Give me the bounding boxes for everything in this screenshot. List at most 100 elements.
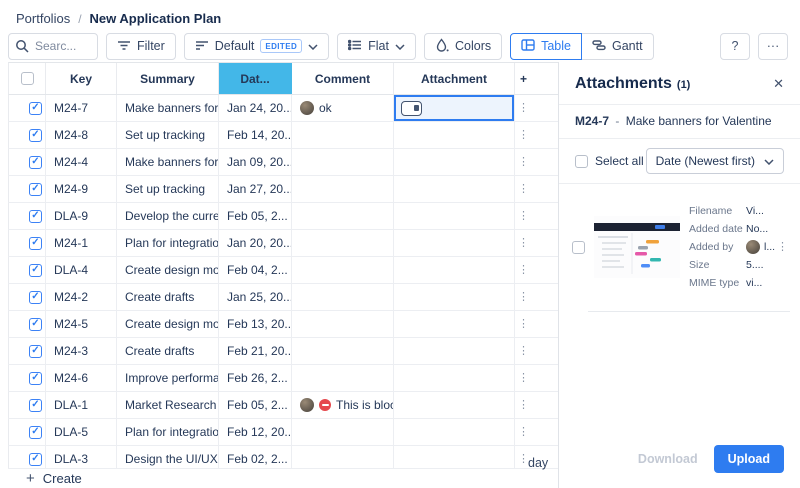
header-checkbox[interactable] bbox=[20, 72, 34, 85]
key-cell[interactable]: M24-1 bbox=[46, 230, 117, 256]
row-checkbox[interactable] bbox=[29, 209, 42, 223]
comment-cell[interactable] bbox=[292, 446, 394, 468]
comment-cell[interactable] bbox=[292, 122, 394, 148]
summary-cell[interactable]: Market Research &... bbox=[117, 392, 219, 418]
summary-cell[interactable]: Design the UI/UX w... bbox=[117, 446, 219, 468]
row-checkbox[interactable] bbox=[29, 425, 42, 439]
attachment-cell[interactable] bbox=[394, 284, 515, 310]
create-task-button[interactable]: + Create bbox=[8, 468, 558, 488]
key-cell[interactable]: M24-4 bbox=[46, 149, 117, 175]
key-cell[interactable]: M24-8 bbox=[46, 122, 117, 148]
attachment-cell[interactable] bbox=[394, 311, 515, 337]
summary-cell[interactable]: Make banners for V... bbox=[117, 149, 219, 175]
row-checkbox[interactable] bbox=[29, 128, 42, 142]
row-menu-kebab[interactable]: ⋮ bbox=[518, 182, 529, 195]
summary-cell[interactable]: Create drafts bbox=[117, 338, 219, 364]
key-cell[interactable]: M24-2 bbox=[46, 284, 117, 310]
select-all-checkbox[interactable] bbox=[575, 154, 588, 168]
comment-cell[interactable] bbox=[292, 311, 394, 337]
summary-cell[interactable]: Make banners for V... bbox=[117, 95, 219, 121]
filter-button[interactable]: Filter bbox=[106, 32, 176, 60]
row-menu-kebab[interactable]: ⋮ bbox=[518, 317, 529, 330]
gantt-view-button[interactable]: Gantt bbox=[582, 32, 654, 60]
panel-task-key[interactable]: M24-7 bbox=[575, 114, 610, 128]
date-cell[interactable]: Feb 26, 2... bbox=[219, 365, 292, 391]
attachment-cell[interactable] bbox=[394, 230, 515, 256]
key-cell[interactable]: DLA-5 bbox=[46, 419, 117, 445]
grouping-flat-button[interactable]: Flat bbox=[337, 32, 416, 60]
date-cell[interactable]: Jan 25, 20... bbox=[219, 284, 292, 310]
row-menu-kebab[interactable]: ⋮ bbox=[518, 425, 529, 438]
attachment-cell[interactable] bbox=[394, 419, 515, 445]
row-menu-kebab[interactable]: ⋮ bbox=[518, 101, 529, 114]
row-menu-kebab[interactable]: ⋮ bbox=[518, 263, 529, 276]
row-menu-kebab[interactable]: ⋮ bbox=[518, 398, 529, 411]
date-cell[interactable]: Feb 14, 20... bbox=[219, 122, 292, 148]
row-menu-kebab[interactable]: ⋮ bbox=[518, 290, 529, 303]
comment-cell[interactable] bbox=[292, 365, 394, 391]
attachment-checkbox[interactable] bbox=[572, 240, 585, 254]
comment-cell[interactable] bbox=[292, 338, 394, 364]
key-cell[interactable]: DLA-9 bbox=[46, 203, 117, 229]
column-header-summary[interactable]: Summary bbox=[117, 63, 219, 94]
column-header-comment[interactable]: Comment bbox=[292, 63, 394, 94]
key-cell[interactable]: M24-9 bbox=[46, 176, 117, 202]
date-cell[interactable]: Feb 12, 20... bbox=[219, 419, 292, 445]
attachment-menu-kebab[interactable]: ⋮ bbox=[777, 240, 788, 253]
date-cell[interactable]: Jan 09, 20... bbox=[219, 149, 292, 175]
date-cell[interactable]: Jan 20, 20... bbox=[219, 230, 292, 256]
attachment-cell[interactable] bbox=[394, 338, 515, 364]
attachment-cell[interactable] bbox=[394, 365, 515, 391]
more-button[interactable]: ··· bbox=[758, 32, 788, 60]
key-cell[interactable]: DLA-1 bbox=[46, 392, 117, 418]
sort-select[interactable]: Date (Newest first) bbox=[645, 148, 784, 174]
column-header-key[interactable]: Key bbox=[46, 63, 117, 94]
upload-button[interactable]: Upload bbox=[713, 445, 784, 473]
summary-cell[interactable]: Develop the curren... bbox=[117, 203, 219, 229]
breadcrumb-portfolios[interactable]: Portfolios bbox=[16, 11, 71, 26]
date-cell[interactable]: Feb 13, 20... bbox=[219, 311, 292, 337]
attachment-cell[interactable] bbox=[394, 149, 515, 175]
key-cell[interactable]: M24-6 bbox=[46, 365, 117, 391]
row-checkbox[interactable] bbox=[29, 317, 42, 331]
summary-cell[interactable]: Plan for integration bbox=[117, 230, 219, 256]
attachment-cell[interactable] bbox=[394, 257, 515, 283]
attachment-cell[interactable] bbox=[394, 176, 515, 202]
summary-cell[interactable]: Improve performan... bbox=[117, 365, 219, 391]
add-column-button[interactable]: + bbox=[519, 71, 527, 86]
column-header-attachment[interactable]: Attachment bbox=[394, 63, 515, 94]
date-cell[interactable]: Jan 24, 20... bbox=[219, 95, 292, 121]
date-cell[interactable]: Feb 02, 2... bbox=[219, 446, 292, 468]
help-button[interactable]: ? bbox=[720, 32, 750, 60]
key-cell[interactable]: M24-3 bbox=[46, 338, 117, 364]
attachment-thumbnail[interactable] bbox=[594, 216, 680, 278]
attachment-cell[interactable] bbox=[394, 446, 515, 468]
attachment-cell[interactable] bbox=[394, 122, 515, 148]
comment-cell[interactable] bbox=[292, 203, 394, 229]
summary-cell[interactable]: Set up tracking bbox=[117, 176, 219, 202]
comment-cell[interactable] bbox=[292, 176, 394, 202]
attachment-cell[interactable] bbox=[394, 203, 515, 229]
row-menu-kebab[interactable]: ⋮ bbox=[518, 371, 529, 384]
comment-cell[interactable] bbox=[292, 419, 394, 445]
summary-cell[interactable]: Create drafts bbox=[117, 284, 219, 310]
comment-cell[interactable] bbox=[292, 230, 394, 256]
date-cell[interactable]: Feb 05, 2... bbox=[219, 203, 292, 229]
row-checkbox[interactable] bbox=[29, 155, 42, 169]
key-cell[interactable]: DLA-3 bbox=[46, 446, 117, 468]
column-header-date[interactable]: Dat... bbox=[219, 63, 292, 94]
view-default-button[interactable]: Default EDITED bbox=[183, 32, 330, 60]
row-menu-kebab[interactable]: ⋮ bbox=[518, 236, 529, 249]
comment-cell[interactable] bbox=[292, 257, 394, 283]
row-menu-kebab[interactable]: ⋮ bbox=[518, 209, 529, 222]
attachment-cell[interactable] bbox=[394, 95, 515, 121]
row-checkbox[interactable] bbox=[29, 398, 42, 412]
comment-cell[interactable] bbox=[292, 149, 394, 175]
row-checkbox[interactable] bbox=[29, 371, 42, 385]
select-all-control[interactable]: Select all bbox=[575, 154, 644, 168]
row-checkbox[interactable] bbox=[29, 182, 42, 196]
attachment-cell[interactable] bbox=[394, 392, 515, 418]
row-menu-kebab[interactable]: ⋮ bbox=[518, 128, 529, 141]
table-view-button[interactable]: Table bbox=[510, 32, 582, 60]
attachment-item[interactable]: Filename Vi... Added date No... Added by l...… bbox=[559, 184, 800, 311]
